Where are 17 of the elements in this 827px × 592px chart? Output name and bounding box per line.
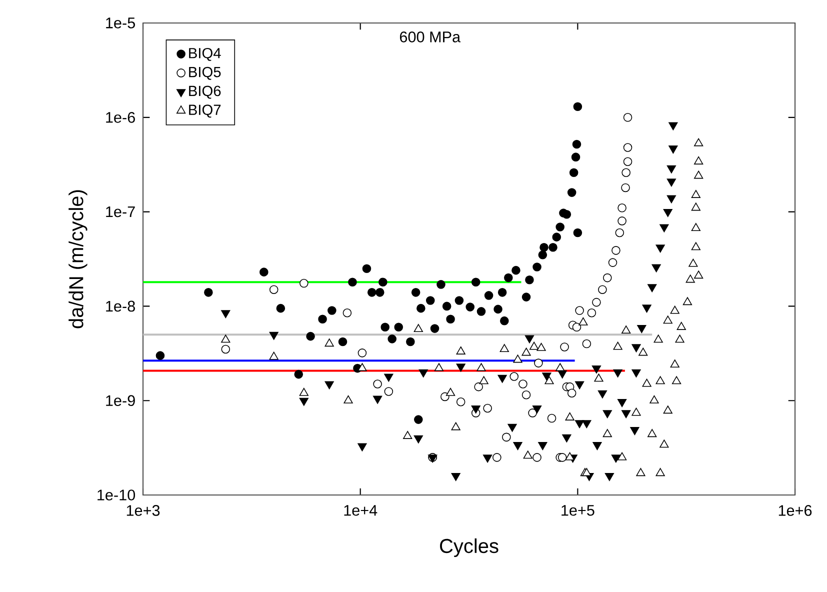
y-axis-title: da/dN (m/cycle) <box>68 190 88 328</box>
y-tick-label: 1e-7 <box>106 206 135 218</box>
x-axis-title: Cycles <box>440 538 498 558</box>
legend-label: BIQ7 <box>189 104 221 118</box>
y-tick-label: 1e-8 <box>106 300 135 312</box>
y-tick-label: 1e-10 <box>98 490 136 500</box>
x-tick-label: 1e+6 <box>778 505 812 516</box>
y-tick-label: 1e-9 <box>106 395 135 406</box>
y-tick-label: 1e-5 <box>106 18 135 28</box>
x-tick-label: 1e+3 <box>126 505 160 516</box>
y-tick-label: 1e-6 <box>106 112 135 123</box>
legend-label: BIQ5 <box>189 66 221 80</box>
chart-title: 600 MPa <box>400 32 461 42</box>
x-tick-label: 1e+5 <box>562 505 594 516</box>
legend-label: BIQ6 <box>189 86 221 99</box>
legend-label: BIQ4 <box>189 48 221 61</box>
x-tick-label: 1e+4 <box>344 505 378 516</box>
